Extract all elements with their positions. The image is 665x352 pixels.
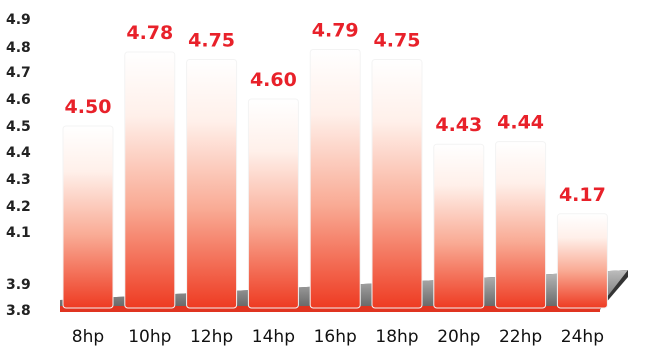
x-tick-label: 20hp <box>437 327 480 347</box>
x-tick-label: 24hp <box>561 327 604 347</box>
bars <box>62 49 608 309</box>
bar <box>433 143 485 309</box>
y-axis: 4.9 4.8 4.7 4.6 4.5 4.4 4.3 4.2 4.1 3.9 3.8 <box>6 12 31 319</box>
bar <box>62 125 114 309</box>
y-tick-label: 4.3 <box>6 172 31 188</box>
bar <box>309 49 361 309</box>
y-tick-label: 4.2 <box>6 199 31 215</box>
bar <box>556 213 608 309</box>
y-tick-label: 3.8 <box>6 303 31 319</box>
y-tick-label: 4.7 <box>6 65 31 81</box>
data-label: 4.75 <box>374 30 421 52</box>
x-tick-label: 12hp <box>190 327 233 347</box>
bar <box>495 141 547 309</box>
floor-edge <box>60 306 600 312</box>
data-label: 4.17 <box>559 184 606 206</box>
x-axis: 8hp 10hp 12hp 14hp 16hp 18hp 20hp 22hp 24hp <box>72 327 604 347</box>
data-label: 4.79 <box>312 20 359 42</box>
y-tick-label: 4.5 <box>6 119 31 135</box>
y-tick-label: 4.9 <box>6 12 31 28</box>
data-label: 4.60 <box>250 69 297 91</box>
data-label: 4.75 <box>188 30 235 52</box>
x-tick-label: 14hp <box>252 327 295 347</box>
data-label: 4.50 <box>65 96 112 118</box>
bar <box>186 59 238 309</box>
x-tick-label: 18hp <box>375 327 418 347</box>
bar <box>247 98 299 309</box>
bar <box>371 59 423 309</box>
data-label: 4.43 <box>435 114 482 136</box>
data-label: 4.78 <box>126 22 173 44</box>
x-tick-label: 10hp <box>128 327 171 347</box>
x-tick-label: 8hp <box>72 327 104 347</box>
y-tick-label: 4.6 <box>6 92 31 108</box>
x-tick-label: 16hp <box>314 327 357 347</box>
y-tick-label: 4.4 <box>6 145 31 161</box>
bar <box>124 51 176 309</box>
y-tick-label: 4.1 <box>6 225 31 241</box>
x-tick-label: 22hp <box>499 327 542 347</box>
data-labels: 4.50 4.78 4.75 4.60 4.79 4.75 4.43 4.44 4.17 <box>65 20 606 206</box>
y-tick-label: 3.9 <box>6 277 31 293</box>
y-tick-label: 4.8 <box>6 40 31 56</box>
data-label: 4.44 <box>497 112 544 134</box>
